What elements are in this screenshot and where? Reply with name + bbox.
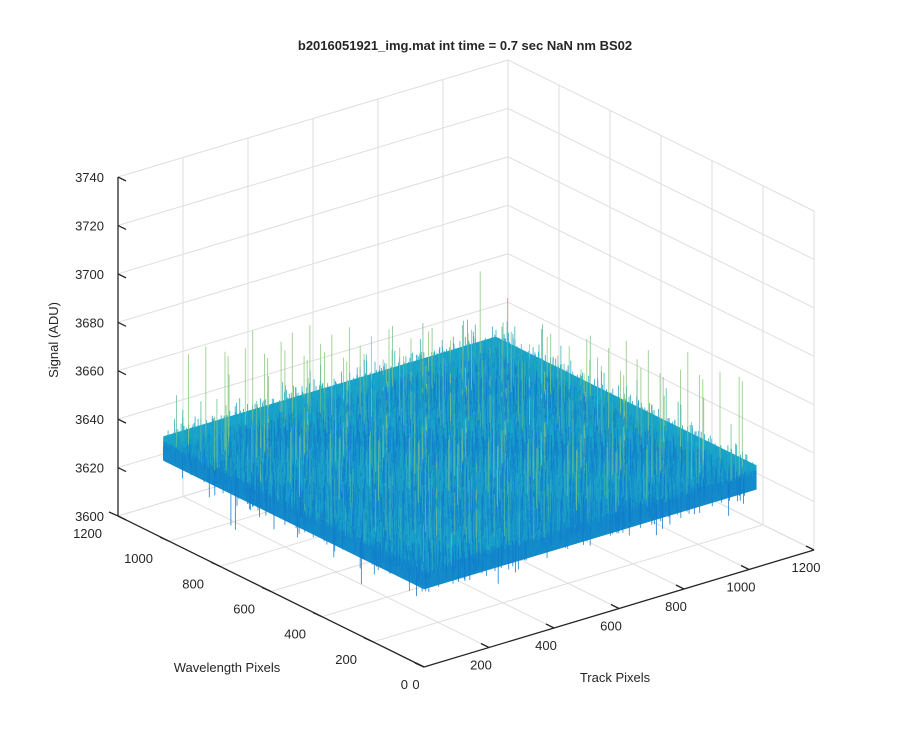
surface-noise-spikes [350, 359, 603, 520]
grid-line-z-right-wall [507, 253, 815, 406]
grid-line-z-back-wall [117, 301, 509, 420]
grid-line-z-right-wall [507, 107, 815, 260]
surface-plot [162, 271, 757, 597]
surface-noise-spikes [301, 350, 619, 504]
surface-noise-spikes [220, 418, 737, 479]
z-axis-label: Signal (ADU) [46, 302, 61, 378]
grid-line-z-back-wall [117, 107, 509, 226]
y-tick-label: 600 [233, 602, 255, 617]
z-tick-mark [117, 418, 127, 424]
y-tick-label: 1200 [73, 526, 102, 541]
tick-labels: 0 200 400 600 800 1000 1200 0 200 400 600 800 1000 12… [73, 170, 820, 692]
x-tick-label: 1000 [727, 580, 756, 595]
y-tick-mark [312, 612, 323, 618]
x-tick-label: 600 [600, 619, 622, 634]
surface-noise-spikes [320, 364, 638, 538]
surface-noise-spikes [251, 320, 688, 494]
grid-line-z-back-wall [117, 59, 509, 178]
surface-noise-spikes [312, 354, 591, 514]
grid-line-z-right-wall [507, 59, 815, 212]
z-tick-mark [117, 515, 127, 521]
surface-noise-spikes [240, 371, 677, 580]
surface-noise-spikes [289, 323, 647, 500]
y-tick-label: 800 [182, 576, 204, 591]
surface-noise-spikes [226, 437, 317, 521]
surface-noise-spikes [287, 339, 645, 499]
surface-noise-spikes [270, 391, 658, 561]
z-tick-label: 3720 [75, 218, 104, 233]
z-tick-mark [117, 321, 127, 327]
surface-noise-spikes [246, 404, 683, 554]
surface-noise-spikes [255, 319, 692, 484]
x-tick-label: 800 [665, 599, 687, 614]
y-tick-label: 400 [284, 627, 306, 642]
x-tick-label: 400 [535, 638, 557, 653]
x-tick-mark [740, 564, 750, 571]
surface-noise-spikes [248, 416, 674, 571]
surface-noise-spikes [295, 387, 653, 546]
y-tick-mark [108, 511, 119, 517]
z-tick-label: 3680 [75, 315, 104, 330]
x-tick-mark [610, 603, 620, 610]
surface-noise-spikes [266, 348, 664, 561]
y-tick-label: 1000 [124, 551, 153, 566]
y-tick-mark [414, 662, 425, 668]
x-tick-mark [675, 584, 685, 590]
surface-noise-spikes [309, 370, 667, 540]
x-tick-label: 200 [470, 658, 492, 673]
surface-noise-spikes [254, 379, 651, 535]
y-tick-label: 0 [401, 677, 408, 692]
surface-noise-spikes [242, 361, 659, 556]
z-tick-label: 3740 [75, 170, 104, 185]
z-tick-mark [117, 224, 127, 231]
z-tick-mark [117, 466, 127, 473]
y-tick-mark [363, 637, 374, 643]
grid-line-z-back-wall [117, 204, 509, 323]
z-tick-mark [117, 176, 127, 182]
z-tick-label: 3700 [75, 267, 104, 282]
chart-title: b2016051921_img.mat int time = 0.7 sec N… [298, 38, 632, 53]
z-tick-label: 3600 [75, 509, 104, 524]
y-tick-mark [210, 561, 221, 567]
axes [108, 176, 815, 668]
y-tick-mark [159, 536, 170, 542]
surface-noise-spikes [290, 352, 648, 507]
surface-noise-spikes [299, 325, 617, 513]
z-tick-label: 3660 [75, 364, 104, 379]
z-tick-label: 3620 [75, 461, 104, 476]
y-tick-mark [261, 586, 272, 593]
grid-line-z-right-wall [507, 301, 815, 454]
grid-line-y-floor [372, 524, 764, 643]
grid-line-z-back-wall [117, 253, 509, 372]
surface-noise-spikes [224, 359, 740, 560]
x-tick-label: 1200 [792, 560, 821, 575]
x-tick-mark [545, 623, 555, 629]
z-tick-mark [117, 370, 127, 376]
x-tick-mark [480, 642, 490, 649]
y-tick-label: 200 [335, 652, 357, 667]
surface-noise-spikes [269, 340, 667, 562]
surface-noise-spikes [254, 399, 691, 551]
grid-line-z-back-wall [117, 156, 509, 275]
z-tick-label: 3640 [75, 412, 104, 427]
grid-line-z-right-wall [507, 156, 815, 309]
x-tick-mark [805, 545, 815, 551]
surface-noise-spikes [199, 329, 720, 545]
surface-noise-spikes [284, 385, 682, 546]
z-tick-mark [117, 273, 127, 279]
x-axis-label: Track Pixels [580, 670, 651, 685]
grid-line-z-right-wall [507, 204, 815, 357]
x-tick-label: 0 [412, 677, 419, 692]
y-axis-label: Wavelength Pixels [174, 660, 281, 675]
